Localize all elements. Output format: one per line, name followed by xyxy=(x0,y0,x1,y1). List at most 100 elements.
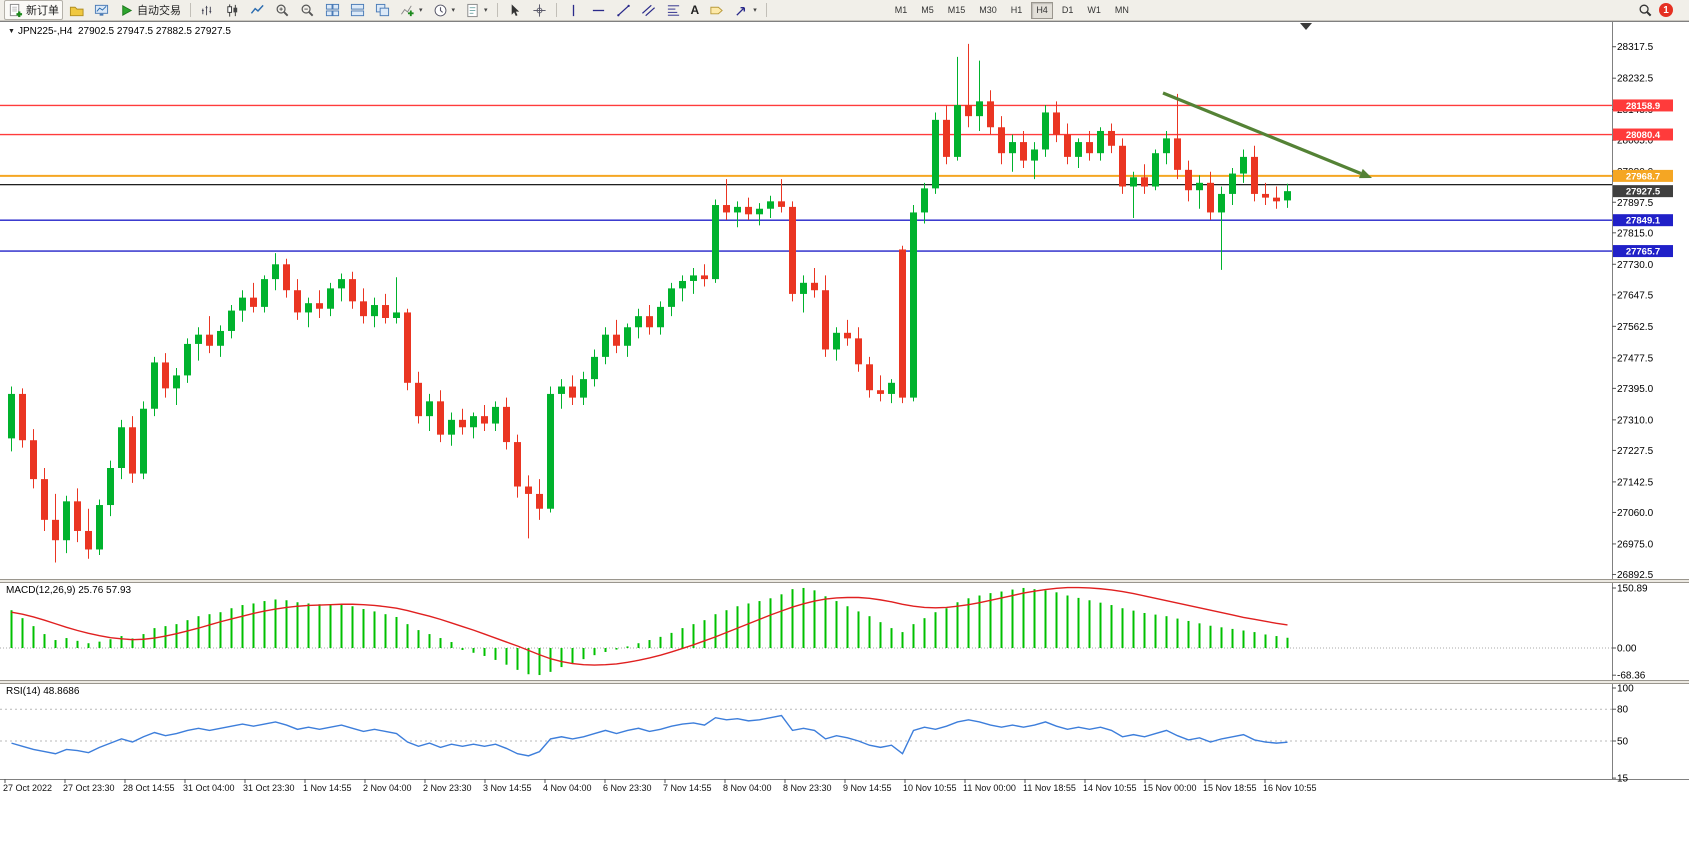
timeframe-M1[interactable]: M1 xyxy=(894,4,908,15)
price-tags: 28158.9 28080.4 27968.7 27849.1 27765.7 27927… xyxy=(1613,99,1673,258)
arrow-tool-icon xyxy=(736,6,746,16)
label-tool-button[interactable] xyxy=(705,0,728,20)
svg-text:27897.5: 27897.5 xyxy=(1617,198,1654,209)
zoom-out-button[interactable] xyxy=(296,0,319,20)
svg-text:1 Nov 14:55: 1 Nov 14:55 xyxy=(303,783,352,793)
chevron-down-icon: ▾ xyxy=(419,7,423,14)
timeframe-toolbar: M1 M5 M15 M30 H1 H4 D1 W1 MN xyxy=(890,1,1134,19)
panel-splitter[interactable] xyxy=(0,579,1689,583)
line-chart-button[interactable] xyxy=(246,0,269,20)
svg-text:31 Oct 23:30: 31 Oct 23:30 xyxy=(243,783,295,793)
svg-text:14 Nov 10:55: 14 Nov 10:55 xyxy=(1083,783,1137,793)
timeframe-M30[interactable]: M30 xyxy=(979,4,997,15)
timeframe-D1[interactable]: D1 xyxy=(1061,4,1074,15)
market-watch-button[interactable] xyxy=(90,0,113,20)
search-icon[interactable] xyxy=(1638,3,1653,18)
timeframe-W1[interactable]: W1 xyxy=(1087,4,1101,15)
timeframe-M15[interactable]: M15 xyxy=(947,4,966,15)
new-order-label: 新订单 xyxy=(26,5,59,17)
timeframe-H4[interactable]: H4 xyxy=(1031,1,1053,19)
svg-text:27 Oct 2022: 27 Oct 2022 xyxy=(3,783,52,793)
svg-text:28065.0: 28065.0 xyxy=(1617,136,1654,147)
clock-icon xyxy=(434,4,446,16)
arrange-windows-button[interactable] xyxy=(346,0,369,20)
crosshair-button[interactable] xyxy=(528,0,551,20)
price-axis[interactable]: 28317.528232.528148.028065.027980.027897… xyxy=(1612,42,1654,785)
svg-text:8 Nov 04:00: 8 Nov 04:00 xyxy=(723,783,772,793)
macd-values: 25.76 57.93 xyxy=(78,585,132,596)
label-icon xyxy=(710,6,724,14)
toolbar-separator xyxy=(190,3,191,17)
candlestick-chart-button[interactable] xyxy=(221,0,244,20)
templates-button[interactable]: ▾ xyxy=(461,0,492,20)
svg-text:8 Nov 23:30: 8 Nov 23:30 xyxy=(783,783,832,793)
timeframe-M5[interactable]: M5 xyxy=(921,4,934,15)
cursor-button[interactable] xyxy=(503,0,526,20)
svg-text:28080.4: 28080.4 xyxy=(1626,130,1661,141)
bar-chart-button[interactable] xyxy=(196,0,219,20)
svg-text:11 Nov 00:00: 11 Nov 00:00 xyxy=(963,783,1016,793)
svg-text:15 Nov 18:55: 15 Nov 18:55 xyxy=(1203,783,1257,793)
svg-text:2 Nov 04:00: 2 Nov 04:00 xyxy=(363,783,412,793)
candles xyxy=(8,43,1291,563)
monitor-icon xyxy=(94,4,109,16)
time-axis[interactable]: 27 Oct 2022 27 Oct 23:30 28 Oct 14:55 31 Oc… xyxy=(3,779,1317,793)
indicators-button[interactable]: ▾ xyxy=(396,0,427,20)
trendline-button[interactable] xyxy=(612,0,635,20)
chart-shift-marker[interactable] xyxy=(1300,23,1312,30)
text-tool-button[interactable]: A xyxy=(687,0,704,20)
svg-text:100: 100 xyxy=(1617,684,1634,695)
channel-icon xyxy=(641,4,655,16)
svg-text:10 Nov 10:55: 10 Nov 10:55 xyxy=(903,783,957,793)
periods-button[interactable]: ▾ xyxy=(429,0,460,20)
svg-text:27815.0: 27815.0 xyxy=(1617,228,1654,239)
svg-text:6 Nov 23:30: 6 Nov 23:30 xyxy=(603,783,652,793)
main-toolbar: 新订单 自动交易 ▾ ▾ ▾ xyxy=(0,0,1689,21)
zoom-in-button[interactable] xyxy=(271,0,294,20)
profiles-button[interactable] xyxy=(65,0,88,20)
new-order-button[interactable]: 新订单 xyxy=(4,0,63,20)
svg-text:27395.0: 27395.0 xyxy=(1617,384,1654,395)
vertical-line-button[interactable] xyxy=(562,0,585,20)
chevron-down-icon: ▾ xyxy=(451,7,456,14)
crosshair-icon xyxy=(532,3,546,17)
fibonacci-icon xyxy=(667,4,679,16)
horizontal-line-button[interactable] xyxy=(587,0,610,20)
candlestick-chart-icon xyxy=(227,3,238,17)
svg-text:2 Nov 23:30: 2 Nov 23:30 xyxy=(423,783,472,793)
panel-splitter[interactable] xyxy=(0,680,1689,684)
toolbar-right: 1 xyxy=(1638,3,1673,18)
chart-menu-icon[interactable]: ▼ xyxy=(8,28,15,35)
auto-trading-button[interactable]: 自动交易 xyxy=(115,0,185,20)
tile-windows-button[interactable] xyxy=(321,0,344,20)
cascade-windows-button[interactable] xyxy=(371,0,394,20)
level-lines[interactable] xyxy=(0,104,1612,252)
cascade-windows-icon xyxy=(375,3,390,16)
fibonacci-button[interactable] xyxy=(662,0,685,20)
svg-text:27968.7: 27968.7 xyxy=(1626,171,1660,182)
vertical-line-icon xyxy=(572,4,574,16)
svg-text:27477.5: 27477.5 xyxy=(1617,353,1654,364)
rsi-name: RSI(14) xyxy=(6,686,41,697)
notification-badge[interactable]: 1 xyxy=(1659,3,1673,17)
indicators-icon xyxy=(401,5,414,16)
svg-text:15: 15 xyxy=(1617,774,1629,785)
svg-text:28 Oct 14:55: 28 Oct 14:55 xyxy=(123,783,175,793)
svg-text:27060.0: 27060.0 xyxy=(1617,508,1654,519)
svg-text:27 Oct 23:30: 27 Oct 23:30 xyxy=(63,783,115,793)
timeframe-MN[interactable]: MN xyxy=(1114,4,1129,15)
shapes-button[interactable]: ▾ xyxy=(730,0,761,20)
svg-text:26975.0: 26975.0 xyxy=(1617,539,1654,550)
toolbar-separator xyxy=(765,3,767,17)
svg-text:27849.1: 27849.1 xyxy=(1626,216,1661,227)
macd-signal-line xyxy=(11,586,1288,666)
channel-button[interactable] xyxy=(637,0,660,20)
svg-text:26892.5: 26892.5 xyxy=(1617,570,1654,581)
macd-indicator-label: MACD(12,26,9) 25.76 57.93 xyxy=(6,585,131,596)
trend-arrow[interactable] xyxy=(1162,91,1372,179)
toolbar-separator xyxy=(496,3,498,17)
zoom-in-icon xyxy=(276,4,289,16)
timeframe-H1[interactable]: H1 xyxy=(1010,4,1023,15)
trendline-icon xyxy=(616,4,630,16)
